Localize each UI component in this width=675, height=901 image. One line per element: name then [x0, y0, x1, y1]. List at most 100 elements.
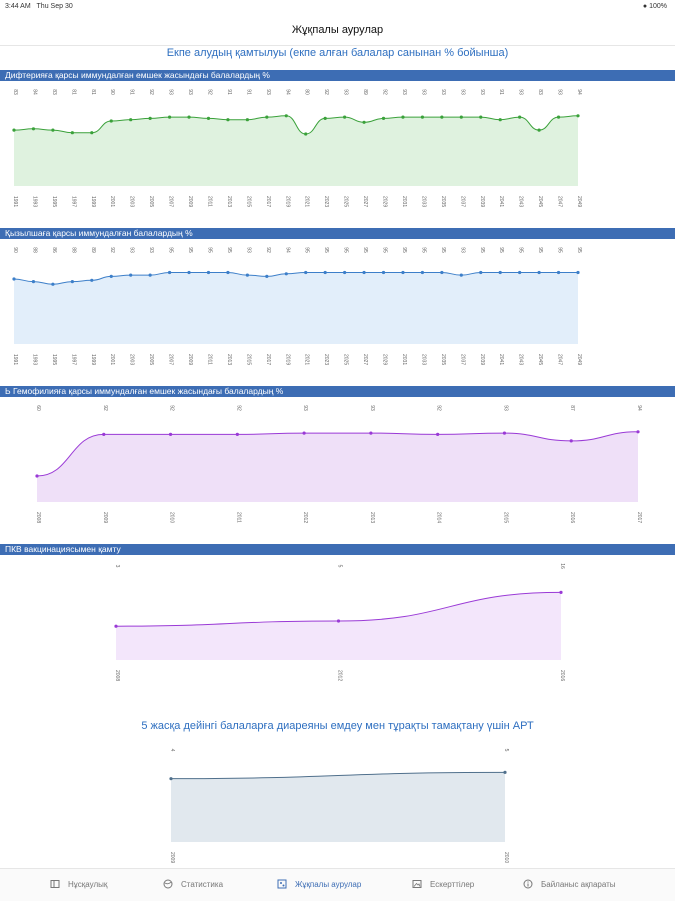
data-point[interactable] — [440, 115, 444, 119]
data-point[interactable] — [381, 116, 386, 120]
info-icon — [523, 879, 533, 889]
data-point[interactable] — [129, 118, 133, 122]
data-point[interactable] — [537, 128, 541, 132]
data-point[interactable] — [169, 777, 173, 781]
x-tick-label: 1991 — [12, 354, 18, 365]
data-point[interactable] — [440, 270, 444, 275]
x-tick-label: 2011 — [235, 512, 241, 523]
data-point[interactable] — [537, 270, 541, 275]
data-point[interactable] — [70, 280, 74, 284]
data-point[interactable] — [245, 118, 249, 122]
value-label: 93 — [148, 247, 154, 253]
value-label: 95 — [168, 247, 174, 253]
data-point[interactable] — [518, 270, 522, 275]
data-point[interactable] — [459, 273, 463, 277]
data-point[interactable] — [187, 270, 191, 275]
data-point[interactable] — [148, 273, 152, 277]
data-point[interactable] — [51, 282, 55, 286]
data-point[interactable] — [168, 432, 173, 436]
x-tick-label: 1997 — [70, 196, 76, 207]
chart-diphtheria: 83 1991 84 1993 83 1995 81 1997 81 1999 90 2001 91 20… — [12, 89, 582, 207]
value-label: 88 — [31, 247, 37, 253]
x-tick-label: 2047 — [557, 354, 563, 365]
data-point[interactable] — [502, 431, 507, 435]
data-point[interactable] — [323, 270, 327, 275]
data-point[interactable] — [304, 270, 308, 275]
data-point[interactable] — [556, 270, 561, 275]
data-point[interactable] — [498, 270, 502, 275]
data-point[interactable] — [90, 131, 94, 135]
data-point[interactable] — [265, 115, 269, 119]
data-point[interactable] — [381, 270, 386, 275]
x-tick-label: 2021 — [304, 354, 310, 365]
data-point[interactable] — [436, 432, 440, 436]
value-label: 95 — [187, 247, 193, 253]
data-point[interactable] — [518, 115, 522, 119]
data-point[interactable] — [226, 270, 230, 275]
tab-statistics[interactable]: Статистика — [163, 879, 223, 889]
data-point[interactable] — [51, 128, 55, 132]
value-label: 80 — [304, 89, 310, 95]
data-point[interactable] — [109, 274, 113, 278]
data-point[interactable] — [109, 119, 113, 123]
data-point[interactable] — [479, 115, 483, 119]
data-point[interactable] — [576, 270, 580, 275]
data-point[interactable] — [401, 115, 405, 119]
data-point[interactable] — [148, 116, 152, 120]
data-point[interactable] — [226, 118, 230, 122]
chart-pcv: 3 2008 5 2012 16 2016 — [114, 563, 565, 681]
data-point[interactable] — [12, 128, 16, 132]
data-point[interactable] — [459, 115, 463, 119]
data-point[interactable] — [167, 270, 172, 275]
x-tick-label: 2019 — [284, 196, 290, 207]
data-point[interactable] — [343, 115, 347, 119]
data-point[interactable] — [265, 274, 269, 278]
value-label: 83 — [51, 89, 57, 95]
x-tick-label: 2008 — [114, 670, 120, 681]
data-point[interactable] — [343, 270, 347, 275]
data-point[interactable] — [206, 270, 211, 275]
data-point[interactable] — [12, 277, 16, 281]
data-point[interactable] — [362, 270, 366, 275]
data-point[interactable] — [206, 116, 211, 120]
data-point[interactable] — [284, 114, 288, 118]
data-point[interactable] — [187, 115, 191, 119]
data-point[interactable] — [31, 127, 36, 131]
data-point[interactable] — [362, 120, 366, 124]
value-label: 93 — [369, 405, 375, 411]
data-point[interactable] — [114, 624, 118, 628]
tab-notices[interactable]: Ескерттілер — [412, 879, 474, 889]
data-point[interactable] — [556, 115, 561, 119]
tab-contacts[interactable]: Байланыс ақпараты — [523, 879, 616, 889]
data-point[interactable] — [323, 116, 327, 120]
value-label: 4 — [169, 749, 175, 752]
data-point[interactable] — [636, 430, 640, 434]
x-tick-label: 2016 — [559, 670, 565, 681]
data-point[interactable] — [576, 114, 580, 118]
data-point[interactable] — [369, 431, 373, 435]
data-point[interactable] — [420, 270, 425, 275]
data-point[interactable] — [569, 439, 573, 443]
data-point[interactable] — [401, 270, 405, 275]
data-point[interactable] — [129, 273, 133, 277]
tab-infectious-diseases[interactable]: Жұқпалы аурулар — [277, 879, 361, 889]
tab-guide[interactable]: Нұсқаулық — [50, 879, 107, 889]
data-point[interactable] — [479, 270, 483, 275]
data-point[interactable] — [498, 118, 502, 122]
data-point[interactable] — [90, 278, 94, 282]
data-point[interactable] — [167, 115, 172, 119]
data-point[interactable] — [245, 273, 249, 277]
data-point[interactable] — [304, 132, 308, 136]
data-point[interactable] — [70, 131, 74, 135]
data-point[interactable] — [336, 619, 341, 623]
data-point[interactable] — [235, 432, 239, 436]
data-point[interactable] — [35, 474, 39, 478]
data-point[interactable] — [559, 590, 563, 594]
value-label: 92 — [102, 405, 108, 411]
data-point[interactable] — [503, 770, 507, 774]
data-point[interactable] — [102, 432, 106, 436]
data-point[interactable] — [284, 272, 288, 276]
data-point[interactable] — [31, 280, 36, 284]
data-point[interactable] — [420, 115, 425, 119]
data-point[interactable] — [302, 431, 306, 435]
